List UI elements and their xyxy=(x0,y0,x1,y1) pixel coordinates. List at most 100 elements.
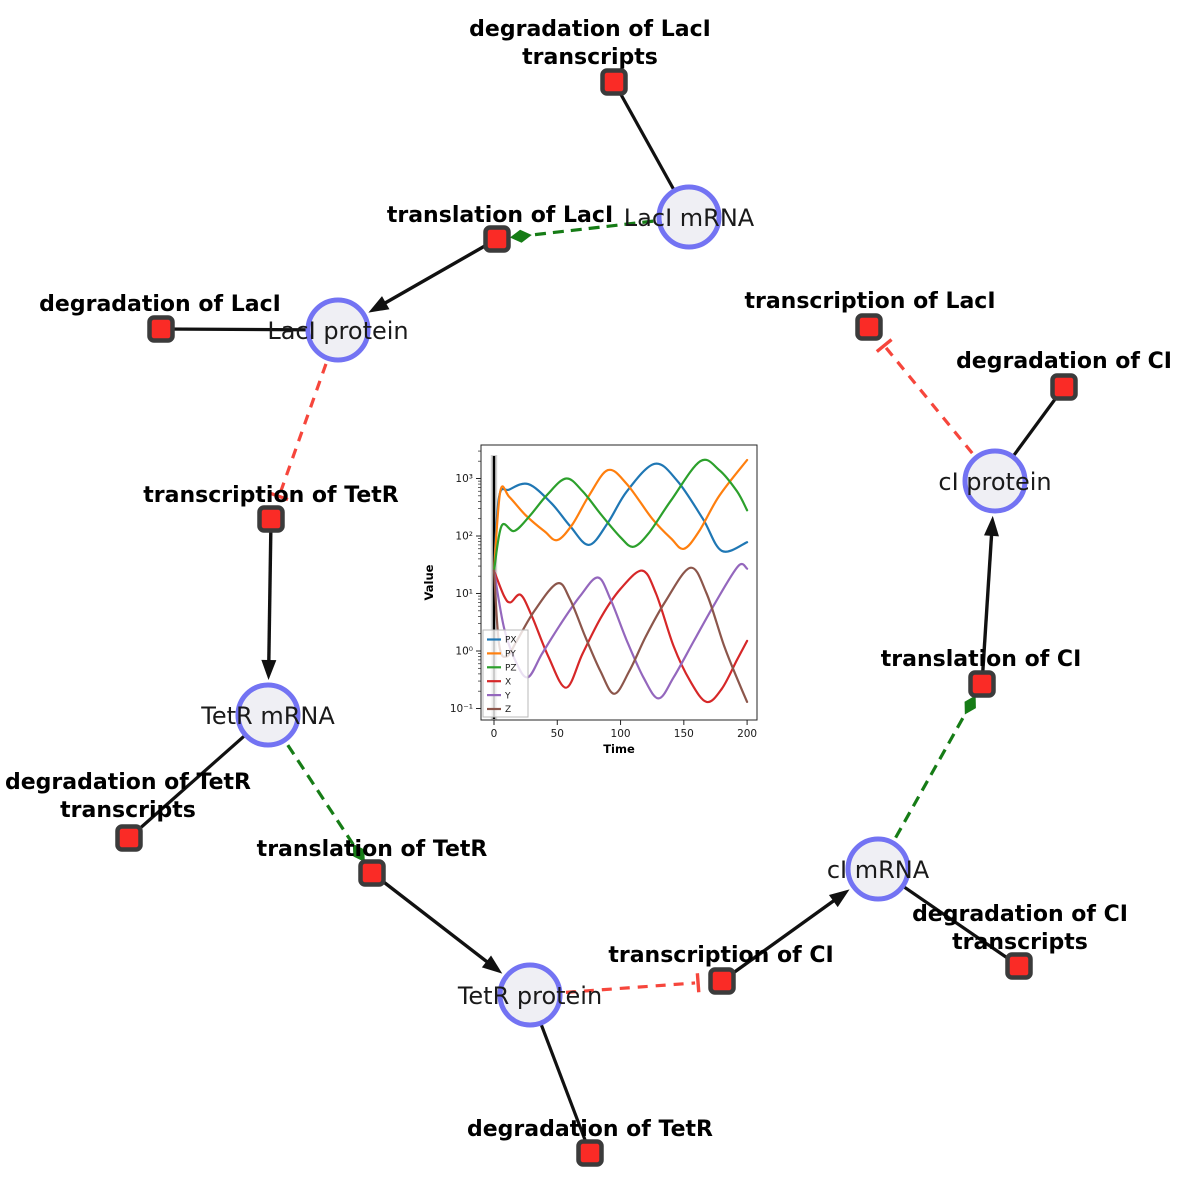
chart-curves xyxy=(492,458,749,704)
reaction-label-line: degradation of CI xyxy=(956,349,1172,374)
species-label-lacI_protein: LacI protein xyxy=(267,317,408,345)
species-label-lacI_mRNA: LacI mRNA xyxy=(624,204,755,232)
reaction-label-line: degradation of TetR xyxy=(467,1117,713,1142)
reaction-label-deg_tetR: degradation of TetR xyxy=(467,1117,713,1142)
labels-layer: degradation of LacI transcripts translatio… xyxy=(5,17,1172,1142)
edge-lacI_protein-to-txn_tetR xyxy=(278,329,340,495)
reaction-label-transl_cI: translation of CI xyxy=(881,647,1082,672)
edge-transl_cI-to-cI_protein-arrowhead xyxy=(984,515,999,537)
reaction-node-txn_lacI[interactable] xyxy=(855,313,883,341)
species-node-cI_protein[interactable] xyxy=(962,448,1028,514)
reaction-label-deg_cI_tx: degradation of CI transcripts xyxy=(912,902,1128,955)
species-node-lacI_protein[interactable] xyxy=(305,297,371,363)
chart-legend: PX PY PZ XYZ xyxy=(482,629,529,718)
edge-transl_lacI-to-lacI_protein-arrowhead xyxy=(368,296,390,313)
legend-label-PY: PY xyxy=(505,650,516,660)
species-label-cI_protein: cI protein xyxy=(938,468,1051,496)
legend-label-Y: Y xyxy=(504,691,511,701)
reaction-label-transl_lacI: translation of LacI xyxy=(387,203,613,228)
y-tick-label: 10⁻¹ xyxy=(450,703,473,715)
reaction-label-txn_lacI: transcription of LacI xyxy=(744,289,995,314)
x-tick-label: 150 xyxy=(674,728,694,740)
edge-cI_protein-to-txn_lacI-tbar xyxy=(875,338,893,353)
reaction-label-line: transcription of TetR xyxy=(143,483,399,508)
reaction-node-txn_tetR[interactable] xyxy=(257,505,285,533)
species-node-tetR_mRNA[interactable] xyxy=(235,682,301,748)
edge-cI_mRNA-to-transl_cI xyxy=(876,710,969,870)
edge-transl_lacI-to-lacI_protein xyxy=(380,237,498,307)
legend-box xyxy=(482,629,529,718)
edges-layer xyxy=(127,81,1066,1154)
reaction-label-line: translation of LacI xyxy=(387,203,613,228)
reaction-label-deg_cI: degradation of CI xyxy=(956,349,1172,374)
legend-label-PX: PX xyxy=(505,636,517,646)
reaction-label-line: translation of TetR xyxy=(257,837,488,862)
series-curve-PX xyxy=(492,462,749,572)
series-curve-PZ xyxy=(492,458,749,572)
legend-label-X: X xyxy=(505,677,511,687)
edge-txn_cI-to-cI_mRNA-arrowhead xyxy=(828,889,850,908)
x-tick-label: 100 xyxy=(611,728,631,740)
x-tick-label: 0 xyxy=(491,728,498,740)
x-tick-label: 200 xyxy=(737,728,757,740)
series-curve-Y xyxy=(492,562,749,700)
reaction-node-deg_lacI[interactable] xyxy=(147,315,175,343)
species-node-lacI_mRNA[interactable] xyxy=(656,184,722,250)
reaction-label-line: transcripts xyxy=(522,45,658,70)
legend-label-Z: Z xyxy=(505,705,511,715)
reaction-label-transl_tetR: translation of TetR xyxy=(257,837,488,862)
edge-txn_tetR-to-tetR_mRNA-arrowhead xyxy=(261,659,277,681)
reaction-node-deg_tetR[interactable] xyxy=(576,1139,604,1167)
x-tick-label: 50 xyxy=(551,728,564,740)
reaction-label-deg_lacI_tx: degradation of LacI transcripts xyxy=(469,17,711,70)
reaction-node-deg_cI[interactable] xyxy=(1050,373,1078,401)
y-tick-label: 10² xyxy=(455,531,473,543)
reaction-node-transl_lacI[interactable] xyxy=(483,225,511,253)
species-label-tetR_protein: TetR protein xyxy=(457,982,602,1010)
series-curve-X xyxy=(492,569,749,704)
reaction-node-deg_tetR_tx[interactable] xyxy=(115,824,143,852)
reaction-node-txn_cI[interactable] xyxy=(708,967,736,995)
reaction-label-line: degradation of LacI xyxy=(39,292,281,317)
edge-lacI_protein-to-txn_tetR-tbar xyxy=(269,491,289,502)
species-node-cI_mRNA[interactable] xyxy=(845,836,911,902)
edge-transl_cI-to-cI_protein xyxy=(980,530,994,685)
species-label-tetR_mRNA: TetR mRNA xyxy=(200,702,335,730)
edge-tetR_protein-to-txn_cI-tbar xyxy=(695,973,701,993)
reaction-label-txn_cI: transcription of CI xyxy=(608,943,833,968)
reaction-label-line: transcription of CI xyxy=(608,943,833,968)
reaction-label-line: degradation of LacI xyxy=(469,17,711,42)
reaction-label-line: transcripts xyxy=(60,798,196,823)
chart-axes-frame xyxy=(480,444,758,721)
species-node-tetR_protein[interactable] xyxy=(497,962,563,1028)
reaction-label-txn_tetR: transcription of TetR xyxy=(143,483,399,508)
edge-cI_mRNA-to-transl_cI-diamond xyxy=(964,695,976,715)
species-label-cI_mRNA: cI mRNA xyxy=(827,856,930,884)
edge-transl_tetR-to-tetR_protein-arrowhead xyxy=(481,955,503,974)
y-axis-label: Value xyxy=(422,564,436,600)
reaction-label-line: transcription of LacI xyxy=(744,289,995,314)
reaction-node-deg_cI_tx[interactable] xyxy=(1005,952,1033,980)
reaction-label-line: transcripts xyxy=(952,930,1088,955)
edge-txn_cI-to-cI_mRNA xyxy=(721,896,839,983)
y-tick-label: 10¹ xyxy=(455,588,473,600)
edge-lacI_mRNA-to-transl_lacI-diamond xyxy=(509,229,532,243)
edge-transl_tetR-to-tetR_protein xyxy=(370,871,492,966)
reaction-label-deg_tetR_tx: degradation of TetR transcripts xyxy=(5,770,251,823)
y-tick-label: 10³ xyxy=(455,473,473,485)
reaction-node-deg_lacI_tx[interactable] xyxy=(600,68,628,96)
reaction-label-deg_lacI: degradation of LacI xyxy=(39,292,281,317)
reaction-node-transl_tetR[interactable] xyxy=(358,859,386,887)
reaction-label-line: degradation of TetR xyxy=(5,770,251,795)
reaction-node-transl_cI[interactable] xyxy=(968,670,996,698)
legend-label-PZ: PZ xyxy=(505,664,517,674)
reaction-label-line: degradation of CI xyxy=(912,902,1128,927)
edge-tetR_mRNA-to-transl_tetR-diamond xyxy=(352,843,365,863)
reaction-label-line: translation of CI xyxy=(881,647,1082,672)
series-curve-PY xyxy=(492,458,749,572)
x-axis-label: Time xyxy=(603,742,635,756)
nodes-layer xyxy=(115,68,1078,1167)
